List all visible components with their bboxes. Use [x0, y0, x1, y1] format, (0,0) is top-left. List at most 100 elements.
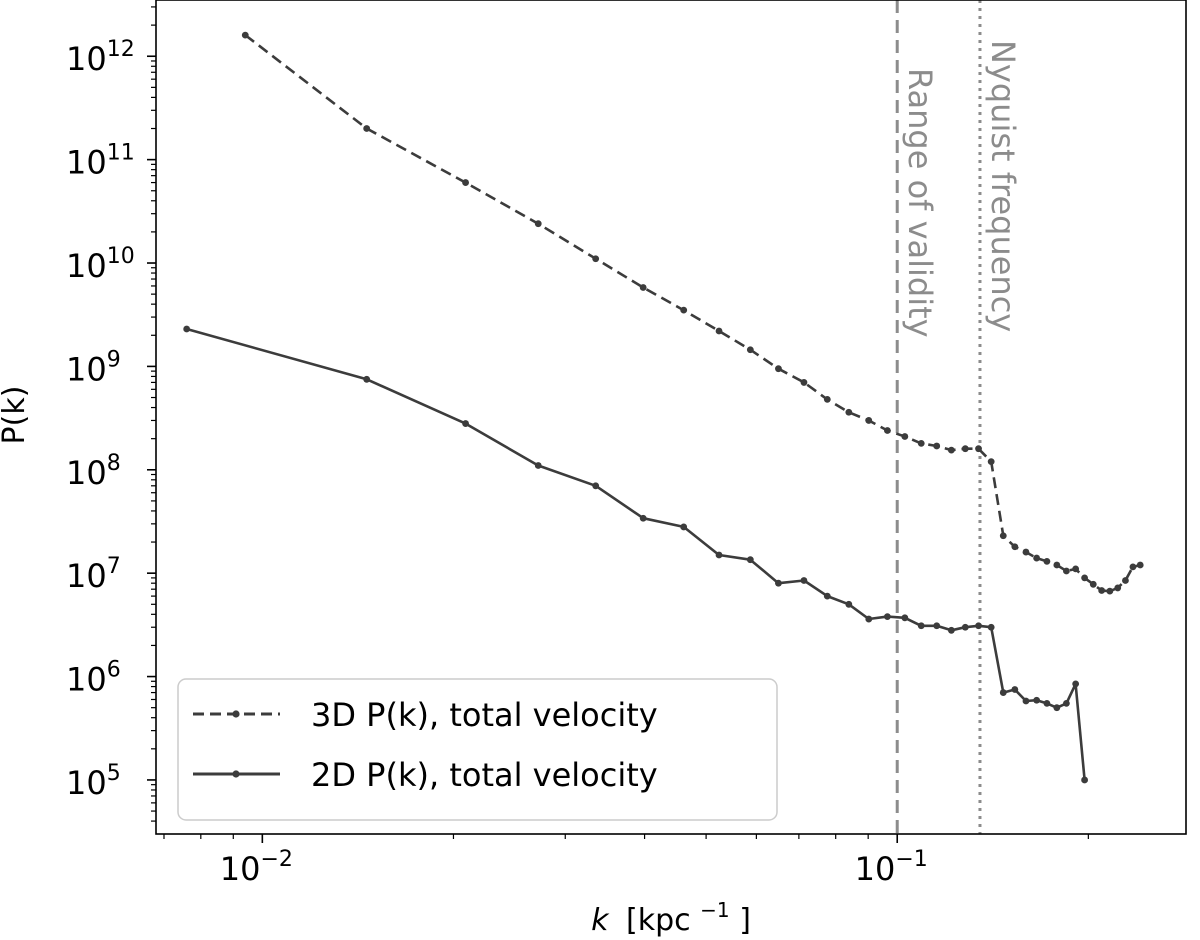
vline-label-validity: Range of validity [901, 68, 939, 338]
y-tick-label-2: 107 [66, 554, 121, 595]
data-point-2d-21 [987, 623, 995, 631]
y-tick-exponent: 12 [107, 37, 135, 62]
data-point-3d-18 [947, 446, 955, 454]
data-point-3d-12 [845, 408, 853, 416]
data-point-3d-31 [1089, 580, 1097, 588]
data-point-2d-1 [363, 375, 371, 383]
x-axis-title-close: ] [739, 903, 751, 938]
data-point-2d-28 [1063, 699, 1070, 707]
data-point-3d-3 [534, 220, 542, 228]
y-tick-exponent: 8 [107, 451, 121, 476]
data-point-2d-17 [933, 622, 941, 630]
data-point-3d-36 [1129, 563, 1137, 571]
data-point-2d-5 [639, 514, 647, 522]
data-point-3d-9 [775, 365, 782, 373]
data-point-3d-20 [975, 445, 982, 453]
y-tick-label-7: 1012 [66, 37, 135, 78]
data-point-2d-9 [775, 579, 782, 587]
data-point-2d-23 [1011, 686, 1019, 693]
data-point-2d-18 [947, 626, 955, 634]
data-point-2d-16 [917, 622, 925, 630]
data-point-2d-15 [901, 614, 909, 622]
data-point-3d-23 [1011, 543, 1019, 551]
x-tick-label-1: 10−1 [855, 847, 928, 888]
data-point-3d-24 [1022, 548, 1030, 556]
data-point-2d-26 [1043, 699, 1051, 707]
data-point-2d-10 [800, 577, 808, 584]
data-point-2d-27 [1053, 704, 1061, 712]
data-point-3d-35 [1122, 577, 1129, 584]
data-point-3d-14 [884, 427, 891, 434]
data-point-2d-29 [1072, 680, 1080, 688]
data-point-3d-13 [865, 417, 873, 424]
y-tick-base: 10 [66, 454, 107, 492]
legend-label-3d: 3D P(k), total velocity [311, 696, 658, 734]
x-tick-exponent: −2 [260, 847, 292, 872]
data-point-3d-22 [999, 532, 1007, 540]
data-point-3d-17 [933, 442, 941, 450]
data-point-2d-8 [746, 556, 754, 564]
legend-entry-2d: 2D P(k), total velocity [193, 756, 658, 794]
y-tick-exponent: 6 [107, 658, 121, 683]
data-point-3d-34 [1114, 584, 1122, 592]
data-point-2d-30 [1081, 776, 1088, 784]
data-point-3d-5 [639, 284, 647, 291]
x-tick-exponent: −1 [895, 847, 927, 872]
y-tick-exponent: 9 [107, 347, 121, 372]
data-point-3d-2 [462, 179, 469, 186]
legend-box [177, 678, 778, 821]
y-tick-base: 10 [66, 661, 107, 699]
y-tick-label-5: 1010 [66, 244, 135, 285]
data-point-2d-25 [1033, 696, 1041, 704]
x-axis-title: k [kpc −1 ] [591, 890, 751, 938]
data-point-3d-10 [800, 379, 808, 386]
y-tick-base: 10 [66, 40, 107, 78]
data-point-3d-0 [241, 31, 249, 39]
data-point-3d-6 [680, 306, 688, 314]
data-point-2d-22 [999, 689, 1007, 696]
data-point-3d-8 [746, 346, 754, 354]
data-point-3d-30 [1081, 574, 1088, 582]
data-point-3d-1 [363, 125, 371, 132]
data-point-3d-16 [917, 439, 925, 447]
data-point-2d-4 [592, 482, 600, 490]
data-point-2d-20 [975, 622, 982, 630]
data-point-3d-32 [1098, 587, 1106, 594]
data-point-2d-0 [183, 325, 191, 333]
x-axis-title-symbol: k [591, 903, 610, 938]
y-tick-base: 10 [66, 557, 107, 595]
legend-entry-3d: 3D P(k), total velocity [193, 696, 658, 734]
y-tick-label-6: 1011 [66, 141, 135, 182]
legend-marker-3d [232, 710, 240, 718]
data-point-2d-2 [462, 420, 469, 427]
data-point-3d-21 [987, 458, 995, 466]
data-point-3d-25 [1033, 554, 1041, 562]
legend: 3D P(k), total velocity 2D P(k), total v… [177, 678, 778, 821]
x-tick-base: 10 [855, 850, 896, 888]
vline-label-nyquist: Nyquist frequency [984, 40, 1022, 332]
data-point-3d-19 [961, 445, 969, 453]
data-point-2d-7 [715, 551, 723, 559]
y-tick-label-1: 106 [66, 658, 121, 699]
y-tick-base: 10 [66, 247, 107, 285]
y-tick-base: 10 [66, 764, 107, 802]
legend-marker-2d [232, 770, 240, 778]
plot-frame [155, 0, 1187, 835]
y-tick-label-0: 105 [66, 761, 121, 802]
data-point-3d-37 [1136, 561, 1144, 569]
y-axis-title: P(k) [0, 386, 32, 445]
x-tick-base: 10 [220, 850, 261, 888]
data-point-2d-13 [865, 615, 873, 623]
y-tick-exponent: 5 [107, 761, 121, 786]
data-point-3d-28 [1063, 567, 1070, 575]
data-point-3d-15 [901, 433, 909, 440]
data-point-3d-27 [1053, 561, 1061, 569]
data-point-2d-19 [961, 623, 969, 631]
legend-label-2d: 2D P(k), total velocity [311, 756, 658, 794]
data-point-3d-7 [715, 327, 723, 335]
y-tick-base: 10 [66, 144, 107, 182]
y-tick-exponent: 7 [107, 554, 121, 579]
y-tick-exponent: 11 [107, 141, 135, 166]
data-point-2d-3 [534, 462, 542, 469]
